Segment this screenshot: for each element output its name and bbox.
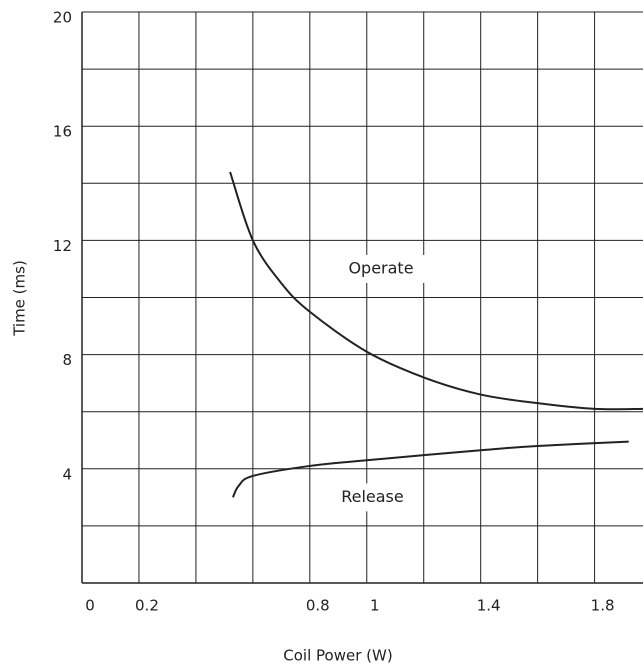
curve: [232, 440, 629, 498]
x-tick-label: 1.4: [477, 597, 501, 615]
x-tick-label: 0.8: [306, 597, 330, 615]
x-axis-label: Coil Power (W): [283, 647, 392, 665]
annotation-bg: [337, 254, 426, 283]
y-tick-label: 16: [53, 123, 72, 141]
x-tick-label: 1.8: [591, 597, 615, 615]
annotation: Operate: [348, 258, 413, 277]
x-tick-label: 0.2: [135, 597, 159, 615]
annotation: Release: [341, 487, 404, 506]
curve: [229, 171, 643, 411]
x-tick-label: 0: [85, 597, 95, 615]
y-tick-label: 12: [53, 237, 72, 255]
y-axis-label: Time (ms): [11, 260, 29, 337]
x-tick-label: 1: [370, 597, 380, 615]
annotation-bg: [328, 483, 417, 512]
y-tick-label: 8: [62, 351, 72, 369]
y-tick-label: 20: [53, 9, 72, 27]
y-tick-label: 4: [62, 465, 72, 483]
